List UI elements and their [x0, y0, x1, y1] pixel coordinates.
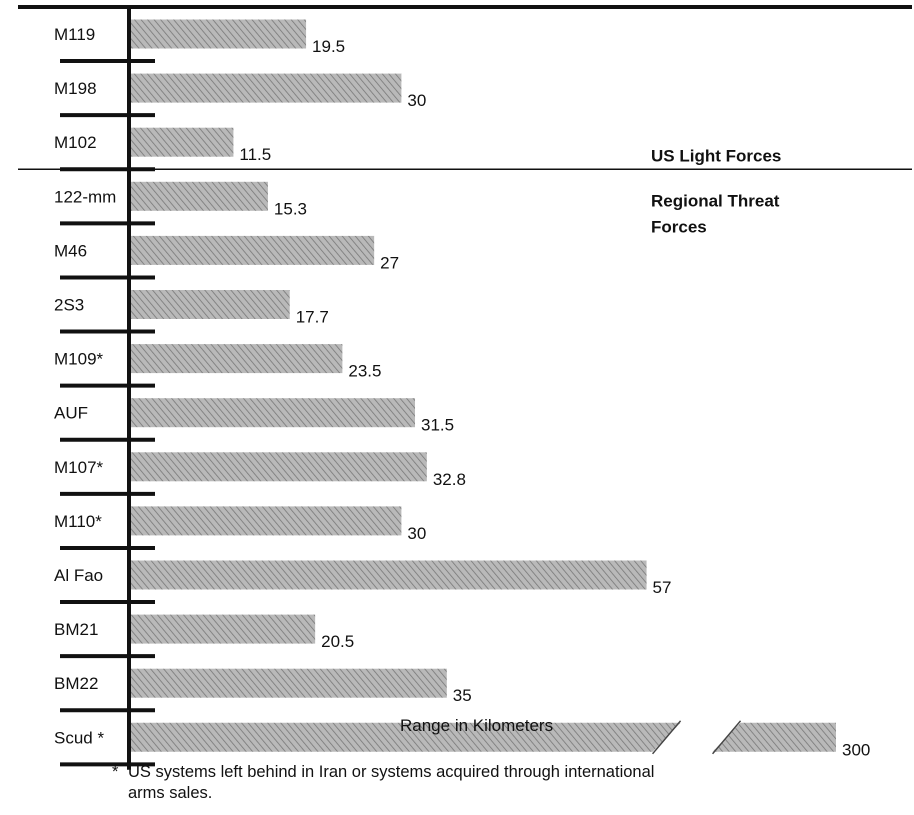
category-label-m46: M46 — [54, 241, 87, 260]
footnote-mark: * — [112, 763, 119, 781]
bar-scud-segment-2 — [712, 722, 836, 752]
value-label-m46: 27 — [380, 253, 399, 272]
value-label-bm22: 35 — [453, 686, 472, 705]
category-label-auf: AUF — [54, 404, 88, 423]
category-label-2s3: 2S3 — [54, 296, 84, 315]
group-label-us-light-forces: US Light Forces — [651, 146, 781, 165]
value-label-122-mm: 15.3 — [274, 199, 307, 218]
bar-al-fao — [129, 560, 647, 590]
value-label-scud: 300 — [842, 740, 870, 759]
axis-break-mark — [711, 720, 742, 755]
group-label-regional-threat-forces: Forces — [651, 217, 707, 236]
value-label-m102: 11.5 — [239, 145, 271, 164]
category-label-m107: M107* — [54, 458, 104, 477]
bar-m198 — [129, 73, 402, 103]
axis-break-mark — [651, 720, 682, 755]
category-label-scud: Scud * — [54, 728, 104, 747]
category-label-m198: M198 — [54, 79, 97, 98]
bar-bm22 — [129, 668, 447, 698]
value-label-auf: 31.5 — [421, 416, 454, 435]
footnote-line-1: US systems left behind in Iran or system… — [128, 763, 655, 781]
bar-m107 — [129, 452, 427, 482]
bars-layer — [129, 19, 836, 755]
bar-scud-segment-1 — [129, 722, 681, 752]
value-label-m198: 30 — [407, 91, 426, 110]
category-label-bm21: BM21 — [54, 620, 98, 639]
footnote: * US systems left behind in Iran or syste… — [112, 762, 872, 804]
category-label-al-fao: Al Fao — [54, 566, 103, 585]
bar-2s3 — [129, 290, 290, 319]
x-axis-label: Range in Kilometers — [400, 716, 553, 735]
value-label-bm21: 20.5 — [321, 632, 354, 651]
bar-m109 — [129, 344, 343, 374]
bar-bm21 — [129, 614, 316, 644]
category-label-m110: M110* — [54, 512, 102, 531]
value-label-al-fao: 57 — [653, 578, 672, 597]
bar-122-mm — [129, 181, 268, 211]
bar-m102 — [129, 127, 234, 157]
value-label-m109: 23.5 — [348, 362, 381, 381]
value-label-m119: 19.5 — [312, 37, 345, 56]
value-label-m110: 30 — [407, 524, 426, 543]
value-label-m107: 32.8 — [433, 470, 466, 489]
footnote-line-2: arms sales. — [128, 784, 213, 802]
bar-m110 — [129, 506, 402, 536]
bar-m119 — [129, 19, 307, 49]
category-label-m119: M119 — [54, 25, 95, 44]
category-label-bm22: BM22 — [54, 674, 98, 693]
text-layer: M119 19.5 M198 30 M102 11.5 122-mm 15.3 M46 27 2S3… — [54, 25, 870, 759]
bar-m46 — [129, 235, 375, 265]
group-label-regional-threat-forces: Regional Threat — [651, 191, 780, 210]
rules-layer — [18, 5, 912, 171]
bar-auf — [129, 398, 416, 428]
value-label-2s3: 17.7 — [296, 308, 329, 327]
category-label-m102: M102 — [54, 133, 97, 152]
axis-layer — [60, 4, 155, 770]
category-label-122-mm: 122-mm — [54, 187, 116, 206]
category-label-m109: M109* — [54, 350, 104, 369]
